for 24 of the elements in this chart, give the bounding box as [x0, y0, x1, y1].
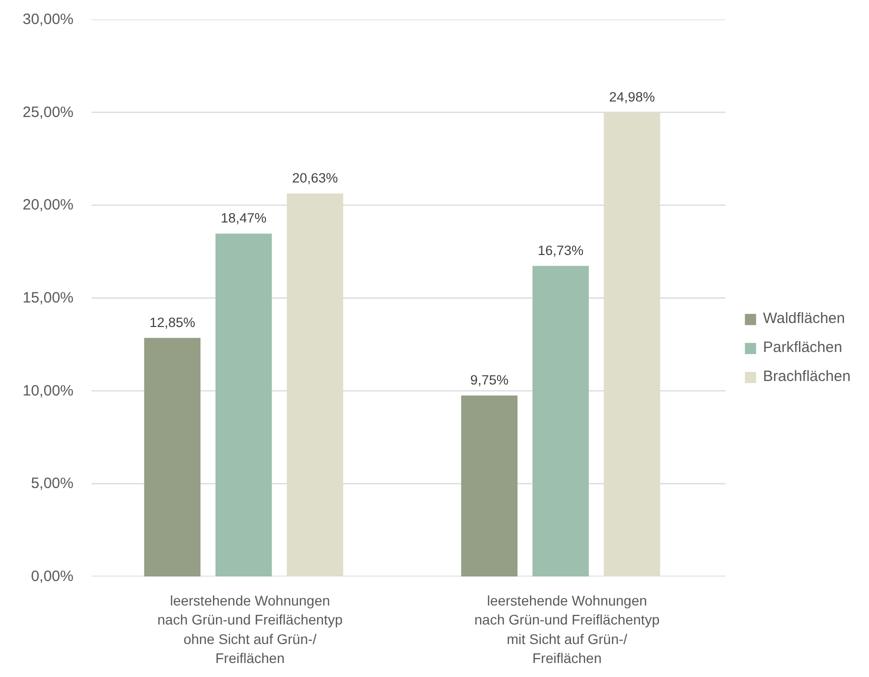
- y-tick-label: 20,00%: [22, 196, 74, 214]
- y-tick-label: 0,00%: [30, 568, 74, 585]
- data-label: 24,98%: [609, 90, 655, 105]
- legend-label: Brachflächen: [763, 368, 851, 386]
- y-tick-label: 5,00%: [30, 475, 74, 492]
- y-tick-label: 25,00%: [22, 104, 74, 121]
- bar: [286, 193, 344, 576]
- data-label: 16,73%: [538, 242, 584, 258]
- bar: [532, 266, 589, 576]
- y-tick-label: 10,00%: [22, 382, 74, 400]
- bar: [215, 234, 272, 576]
- y-tick-label: 30,00%: [22, 11, 74, 28]
- bar: [604, 112, 660, 576]
- x-tick-label: leerstehende Wohnungen nach Grün-und Freiflächentyp ohne Sicht auf Grün-/ Freiflächen: [157, 592, 343, 666]
- bar: [461, 395, 518, 576]
- data-label: 12,85%: [149, 314, 196, 330]
- data-label: 9,75%: [470, 372, 508, 388]
- y-tick-label: 15,00%: [22, 290, 74, 306]
- legend-label: Waldflächen: [763, 310, 845, 328]
- bar: [144, 338, 201, 576]
- data-label: 20,63%: [292, 170, 338, 186]
- data-label: 18,47%: [220, 210, 267, 226]
- legend-label: Parkflächen: [763, 339, 842, 356]
- x-tick-label: leerstehende Wohnungen nach Grün-und Freiflächentyp mit Sicht auf Grün-/ Freiflächen: [474, 592, 660, 666]
